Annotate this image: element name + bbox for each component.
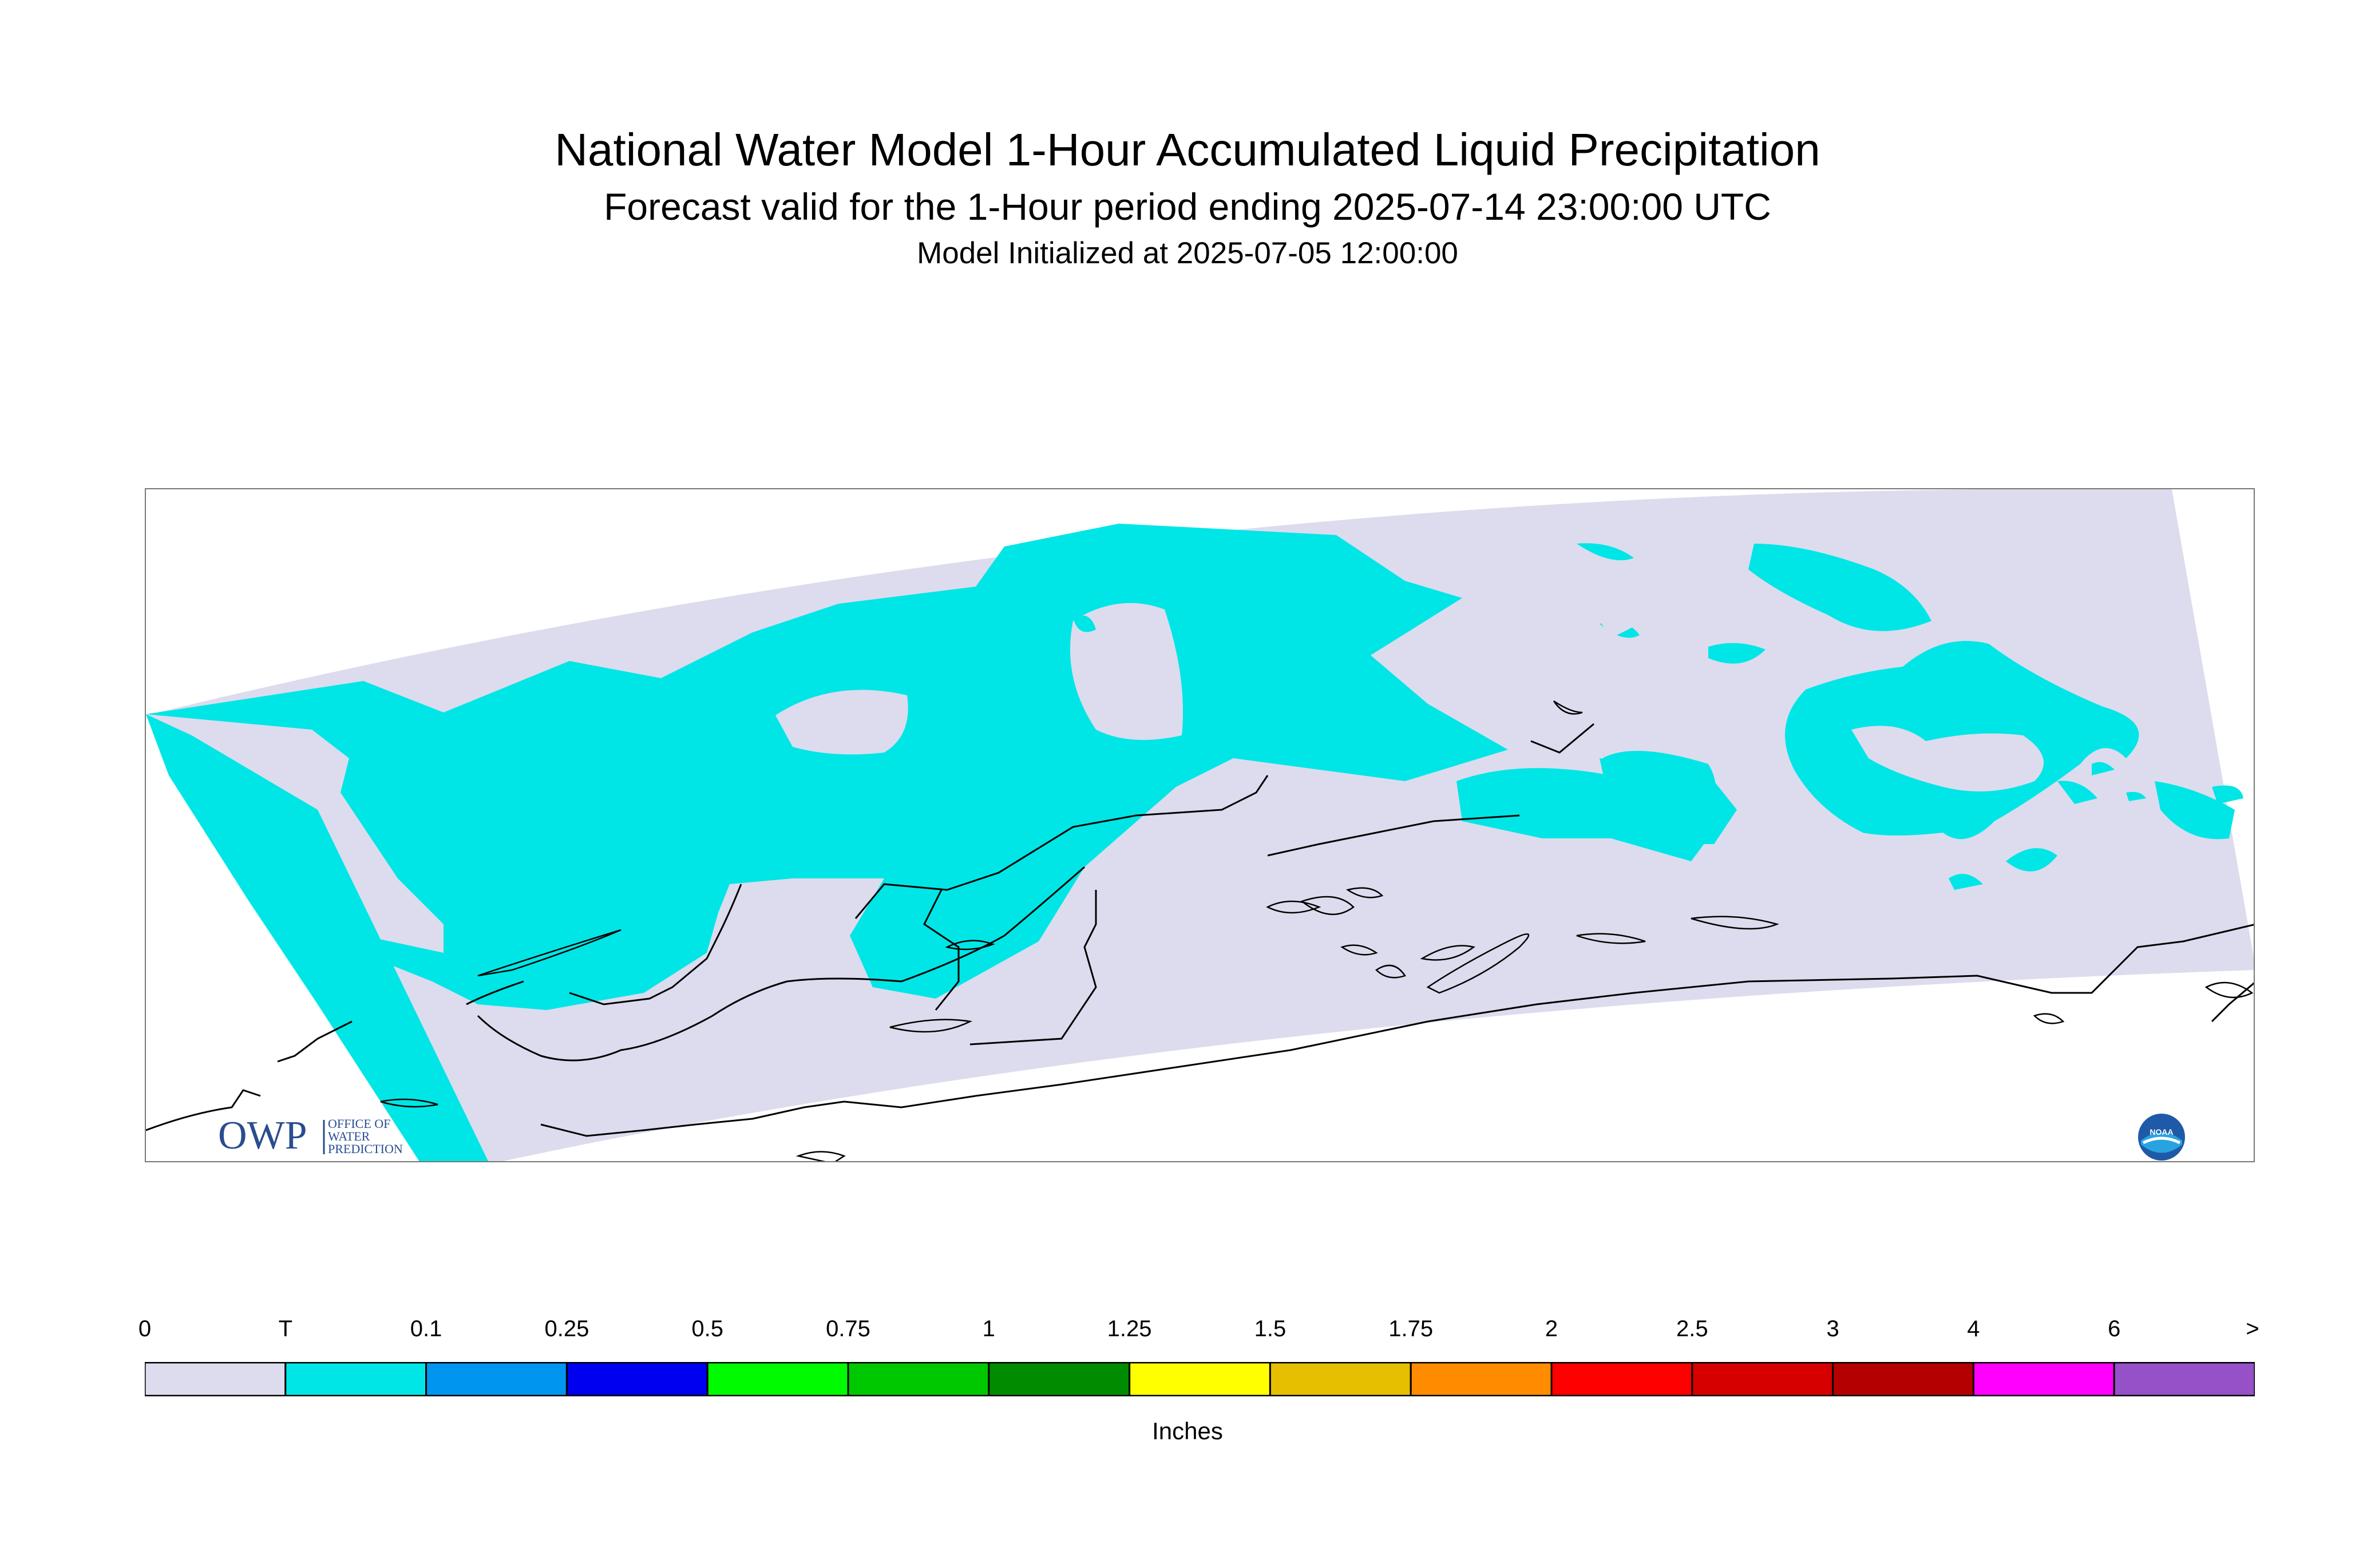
legend-swatch-4 xyxy=(706,1362,849,1396)
map-subtitle: Forecast valid for the 1-Hour period end… xyxy=(604,185,1771,228)
legend-swatch-6 xyxy=(988,1362,1131,1396)
legend-tick-label: 1.25 xyxy=(1107,1316,1152,1341)
legend-swatch-8 xyxy=(1269,1362,1412,1396)
coastlines xyxy=(146,723,2254,1137)
legend-tick-label: 0 xyxy=(138,1316,152,1341)
legend-tick-label: 4 xyxy=(1967,1316,1980,1341)
legend-tick-label: 0.5 xyxy=(691,1316,723,1341)
map-title: National Water Model 1-Hour Accumulated … xyxy=(555,124,1820,175)
legend-tick-label: 1 xyxy=(982,1316,995,1341)
legend-labels: 0 T 0.1 0.25 0.5 0.75 1 1.25 1.5 1.75 2 2.5 3 4 6 > xyxy=(0,1316,2375,1351)
model-init-text: Model Initialized at 2025-07-05 12:00:00 xyxy=(917,236,1458,270)
legend-tick-label: 2 xyxy=(1545,1316,1558,1341)
legend-swatch-5 xyxy=(847,1362,990,1396)
map-panel xyxy=(145,488,2255,1162)
legend-tick-label: 0.1 xyxy=(410,1316,442,1341)
owp-logo-text: OWP xyxy=(218,1114,307,1158)
legend-swatch-7 xyxy=(1129,1362,1271,1396)
legend-tick-label: 0.75 xyxy=(826,1316,870,1341)
owp-subtext-line-2: WATER xyxy=(328,1129,370,1143)
owp-subtext-line-1: OFFICE OF xyxy=(328,1116,391,1131)
noaa-logo-text: NOAA xyxy=(2150,1127,2173,1137)
owp-subtext: OFFICE OF WATER PREDICTION xyxy=(328,1118,403,1155)
legend-tick-label: 1.5 xyxy=(1254,1316,1287,1341)
islands xyxy=(380,700,2254,1161)
legend-tick-label: 6 xyxy=(2108,1316,2121,1341)
legend-units: Inches xyxy=(1152,1417,1223,1444)
legend-tick-label: 1.75 xyxy=(1388,1316,1434,1341)
legend-tick-label: 3 xyxy=(1826,1316,1839,1341)
legend-swatch-11 xyxy=(1691,1362,1834,1396)
legend-tick-label: > xyxy=(2246,1316,2259,1341)
legend-tick-label: 2.5 xyxy=(1676,1316,1708,1341)
map-canvas xyxy=(146,489,2254,1161)
legend-swatch-2 xyxy=(425,1362,568,1396)
legend-swatch-14 xyxy=(2113,1362,2255,1396)
legend-swatch-10 xyxy=(1550,1362,1693,1396)
legend-tick-label: 0.25 xyxy=(544,1316,589,1341)
legend-swatch-3 xyxy=(565,1362,708,1396)
owp-subtext-line-3: PREDICTION xyxy=(328,1142,403,1156)
owp-logo-icon: OWP xyxy=(218,1114,325,1158)
legend-colorbar xyxy=(145,1362,2255,1396)
legend-swatch-13 xyxy=(1972,1362,2115,1396)
legend-swatch-9 xyxy=(1410,1362,1553,1396)
trace-precip-areas xyxy=(146,524,2243,1161)
noaa-logo: NOAA xyxy=(2138,1113,2186,1161)
legend-swatch-1 xyxy=(284,1362,428,1396)
noaa-logo-icon: NOAA xyxy=(2138,1114,2185,1161)
owp-logo: OWP OFFICE OF WATER PREDICTION xyxy=(218,1113,424,1159)
legend-swatch-12 xyxy=(1832,1362,1974,1396)
legend-swatch-0 xyxy=(145,1362,287,1396)
legend-tick-label: T xyxy=(278,1316,293,1341)
